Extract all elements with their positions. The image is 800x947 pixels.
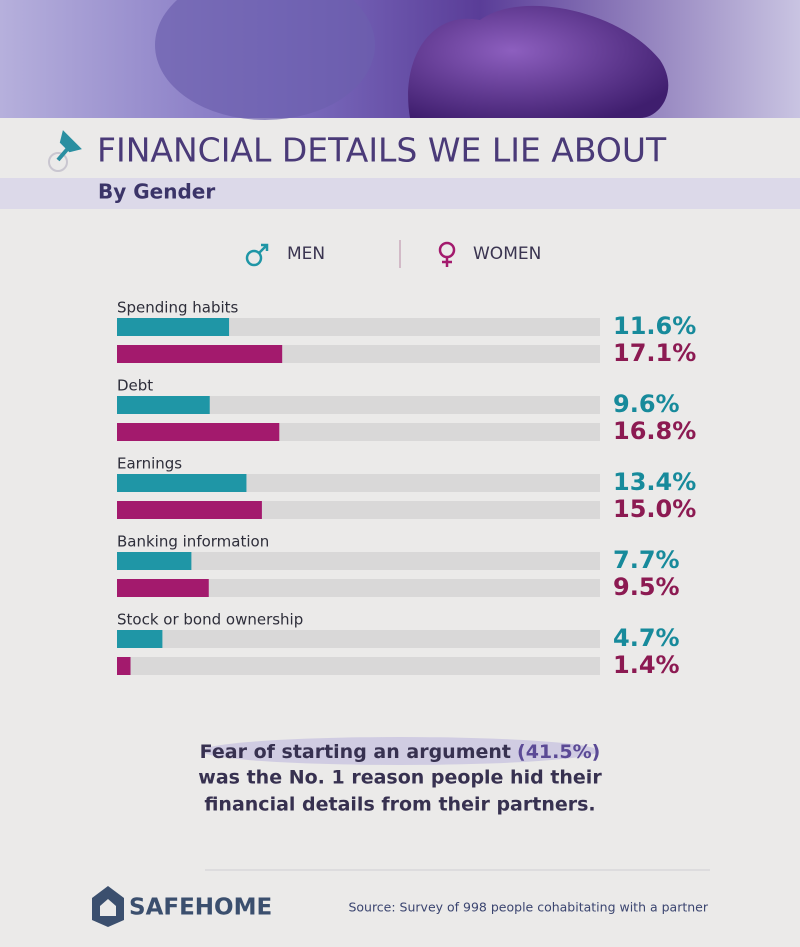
value-label: 4.7% (613, 624, 680, 652)
chart-subtitle: By Gender (98, 180, 215, 204)
header-image (0, 0, 800, 118)
value-label: 11.6% (613, 312, 696, 340)
portrait (155, 0, 375, 120)
bar-track (117, 657, 600, 675)
note-highlight (202, 737, 598, 765)
category-label: Stock or bond ownership (117, 611, 303, 629)
male-icon (245, 243, 269, 267)
note-line: Fear of starting an argument (41.5%) (200, 741, 601, 763)
value-label: 7.7% (613, 546, 680, 574)
legend-label: MEN (287, 244, 325, 264)
value-label: 1.4% (613, 651, 680, 679)
value-label: 15.0% (613, 495, 696, 523)
bar-track (117, 579, 600, 597)
heart (408, 5, 669, 118)
category-label: Spending habits (117, 299, 239, 317)
bar (117, 345, 283, 363)
bar (117, 501, 262, 519)
value-label: 9.6% (613, 390, 680, 418)
bar (117, 474, 247, 492)
chart-title: FINANCIAL DETAILS WE LIE ABOUT (97, 131, 667, 170)
note-stat: (41.5%) (517, 741, 600, 763)
legend-label: WOMEN (473, 244, 541, 264)
note-line: financial details from their partners. (204, 794, 595, 816)
logo-text: SAFEHOME (129, 895, 272, 921)
note-text: Fear of starting an argument (200, 741, 511, 763)
bar-track (117, 630, 600, 648)
bar (117, 579, 209, 597)
bar (117, 396, 210, 414)
value-label: 9.5% (613, 573, 680, 601)
bar-track (117, 396, 600, 414)
logo-icon (92, 886, 124, 927)
category-label: Banking information (117, 533, 269, 551)
bar (117, 318, 230, 336)
female-icon (438, 241, 456, 267)
note-line: was the No. 1 reason people hid their (198, 767, 602, 789)
value-label: 17.1% (613, 339, 696, 367)
bar (117, 423, 280, 441)
category-label: Earnings (117, 455, 182, 473)
pin-icon (48, 130, 82, 172)
bar-track (117, 318, 600, 336)
value-label: 13.4% (613, 468, 696, 496)
category-label: Debt (117, 377, 153, 395)
bar (117, 657, 131, 675)
bar (117, 630, 163, 648)
bar-track (117, 552, 600, 570)
subtitle-band (0, 178, 800, 209)
bar (117, 552, 192, 570)
value-label: 16.8% (613, 417, 696, 445)
source: Source: Survey of 998 people cohabitatin… (348, 900, 708, 915)
